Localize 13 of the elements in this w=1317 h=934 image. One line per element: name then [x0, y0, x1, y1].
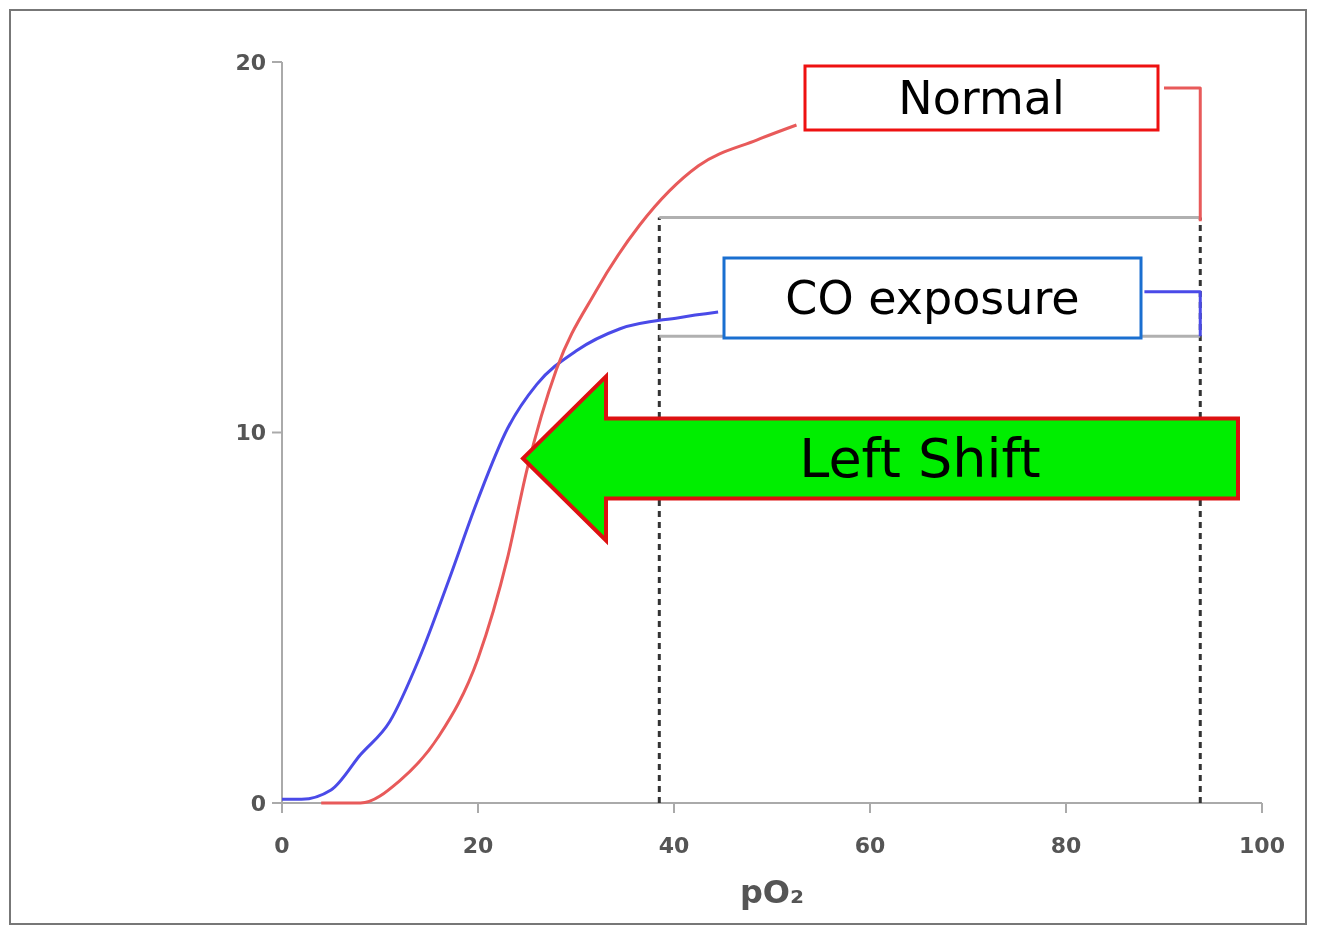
x-tick-label: 20: [462, 833, 494, 858]
x-tick-label: 40: [658, 833, 690, 858]
series-label: CO exposure: [785, 271, 1080, 326]
x-tick-label: 60: [854, 833, 886, 858]
x-tick-label: 0: [274, 833, 290, 858]
y-tick-label: 10: [235, 420, 266, 446]
annotation: Left Shift: [799, 427, 1041, 491]
y-tick-label: 0: [250, 790, 266, 816]
text: Normal: [898, 71, 1065, 126]
y-tick-label: 20: [235, 49, 266, 75]
x-tick-label: 100: [1239, 833, 1285, 858]
x-axis-title: pO₂: [739, 873, 805, 911]
x-tick-label: 80: [1050, 833, 1082, 858]
